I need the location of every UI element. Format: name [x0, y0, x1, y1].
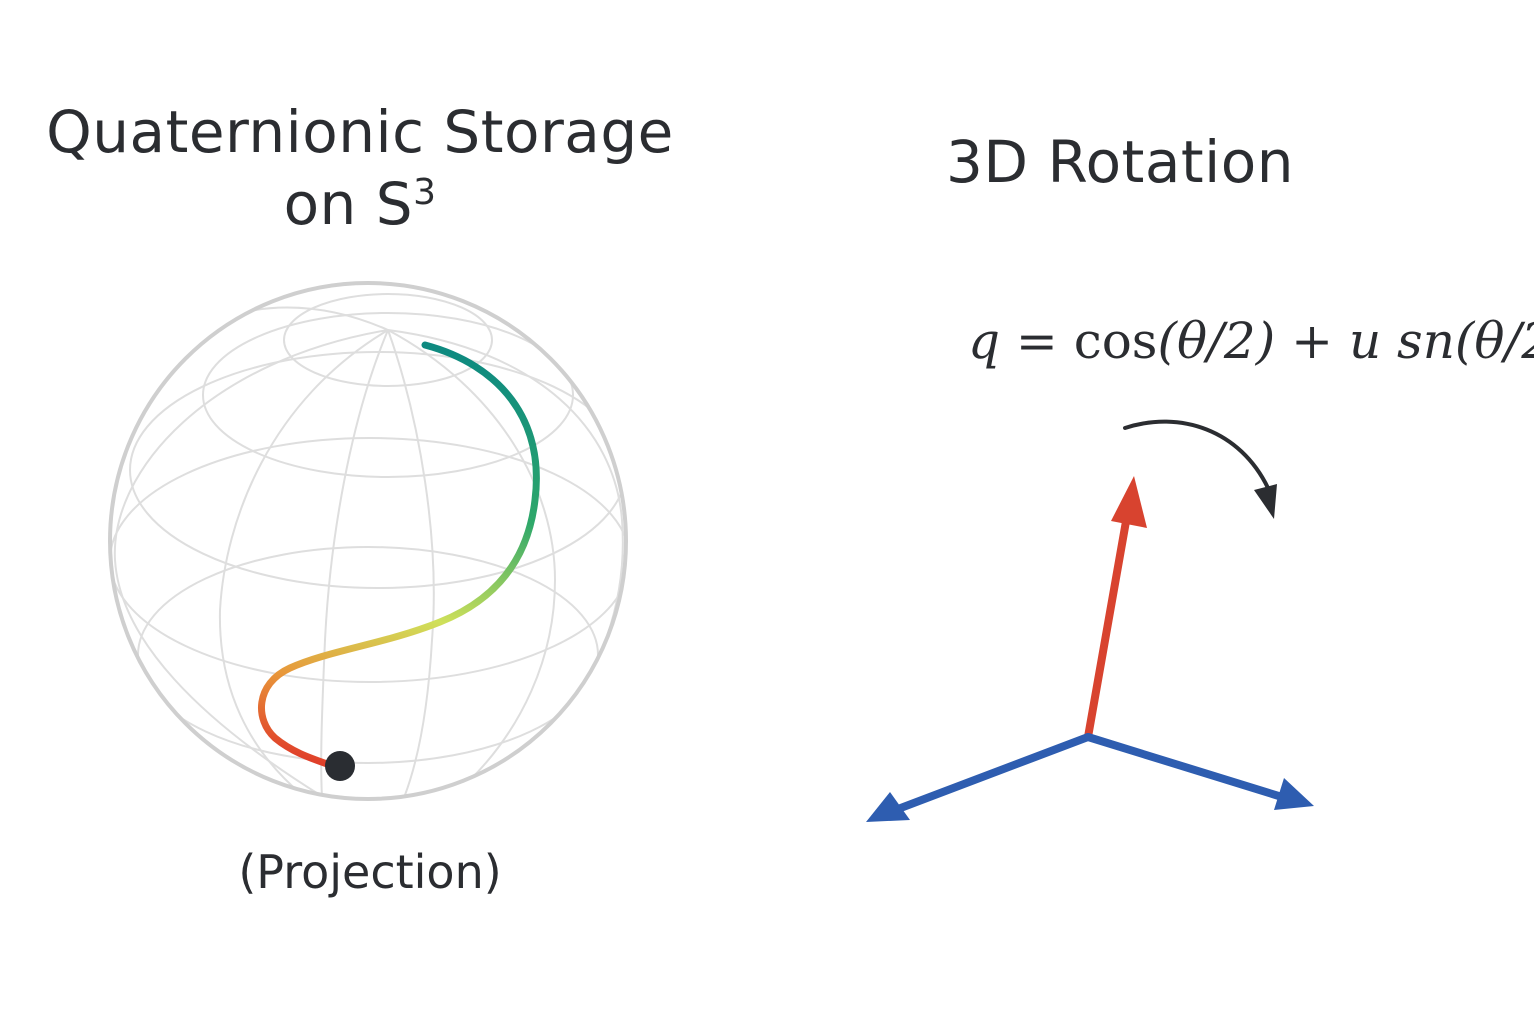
point-dot-icon [325, 751, 355, 781]
sphere-title: Quaternionic Storage on S3 [20, 96, 700, 240]
meridian [218, 329, 389, 794]
formula-sn: sn [1381, 312, 1455, 370]
meridian [113, 329, 389, 796]
sphere-wireframe [108, 281, 628, 801]
meridian [387, 329, 435, 796]
formula-plus: + [1275, 312, 1349, 370]
trajectory-curve [258, 341, 540, 769]
latitude-ring [202, 312, 574, 478]
sphere-title-superscript: 3 [413, 172, 437, 214]
quaternion-formula: q = cos(θ/2) + u sn(θ/2 [968, 306, 1534, 376]
axis-up [1084, 506, 1132, 741]
axis-right-arrowhead [1274, 778, 1314, 810]
meridian [199, 306, 389, 331]
axis-left [894, 733, 1092, 813]
sphere-title-line2: on S3 [20, 168, 700, 240]
sphere-outline [108, 281, 628, 801]
projection-caption: (Projection) [238, 845, 502, 899]
sphere-title-main: on S [283, 170, 414, 238]
formula-equals: = [1000, 312, 1074, 370]
meridian [320, 329, 389, 798]
curved-arrow-icon [1123, 419, 1277, 519]
rotation-title: 3D Rotation [945, 128, 1295, 196]
sphere-title-line1: Quaternionic Storage [46, 98, 674, 166]
coordinate-axes [866, 476, 1314, 822]
axis-right [1084, 733, 1286, 801]
latitude-ring [283, 293, 493, 387]
formula-arg2: (θ/2 [1454, 312, 1534, 370]
latitude-ring [110, 437, 626, 683]
formula-cos: cos [1073, 312, 1158, 370]
latitude-ring [129, 351, 626, 589]
formula-arg1: (θ/2) [1157, 312, 1276, 370]
formula-u: u [1348, 312, 1382, 370]
axis-left-arrowhead [866, 792, 910, 822]
sphere-grid [110, 293, 626, 798]
axis-up-arrowhead [1111, 476, 1147, 528]
formula-q: q [968, 312, 1001, 370]
meridian [387, 329, 557, 781]
